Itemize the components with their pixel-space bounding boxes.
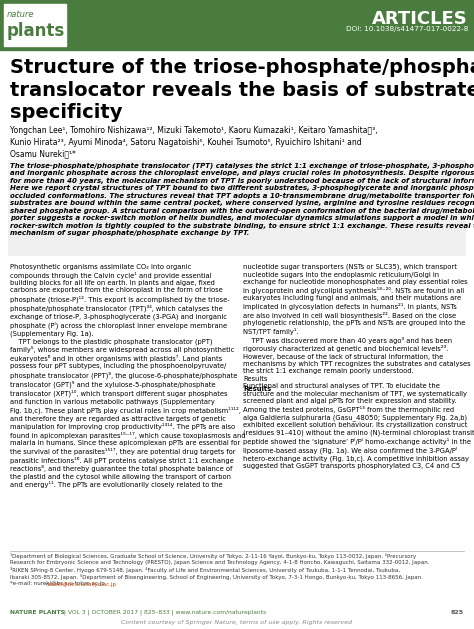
Text: nucleotide sugar transporters (NSTs or SLC35), which transport
nucleotide sugars: nucleotide sugar transporters (NSTs or S…	[243, 264, 474, 469]
Bar	[8, 160, 466, 256]
Text: Structure of the triose-phosphate/phosphate
translocator reveals the basis of su: Structure of the triose-phosphate/phosph…	[10, 58, 474, 123]
Text: Results: Results	[243, 386, 271, 392]
Text: Yongchan Lee¹, Tomohiro Nishizawa¹², Mizuki Takemoto¹, Kaoru Kumazaki¹, Keitaro : Yongchan Lee¹, Tomohiro Nishizawa¹², Miz…	[10, 126, 378, 159]
Text: plants: plants	[7, 22, 65, 40]
Text: | VOL 3 | OCTOBER 2017 | 825–833 | www.nature.com/natureplants: | VOL 3 | OCTOBER 2017 | 825–833 | www.n…	[62, 610, 266, 615]
Text: nureki@bs.s.u-tokyo.ac.jp: nureki@bs.s.u-tokyo.ac.jp	[46, 582, 117, 587]
Text: DOI: 10.1038/s41477-017-0022-8: DOI: 10.1038/s41477-017-0022-8	[346, 26, 468, 32]
Text: NATURE PLANTS: NATURE PLANTS	[10, 610, 65, 615]
Text: The triose-phosphate/phosphate translocator (TPT) catalyses the strict 1:1 excha: The triose-phosphate/phosphate transloca…	[10, 162, 474, 237]
Text: 825: 825	[451, 610, 464, 615]
Text: Content courtesy of Springer Nature, terms of use apply. Rights reserved: Content courtesy of Springer Nature, ter…	[121, 620, 353, 625]
Bar	[0, 0, 474, 50]
Text: ¹Department of Biological Sciences, Graduate School of Science, University of To: ¹Department of Biological Sciences, Grad…	[10, 553, 429, 586]
Text: nature: nature	[7, 10, 35, 19]
Text: Photosynthetic organisms assimilate CO₂ into organic
compounds through the Calvi: Photosynthetic organisms assimilate CO₂ …	[10, 264, 246, 488]
Text: ARTICLES: ARTICLES	[372, 10, 468, 28]
Bar	[4, 4, 66, 46]
